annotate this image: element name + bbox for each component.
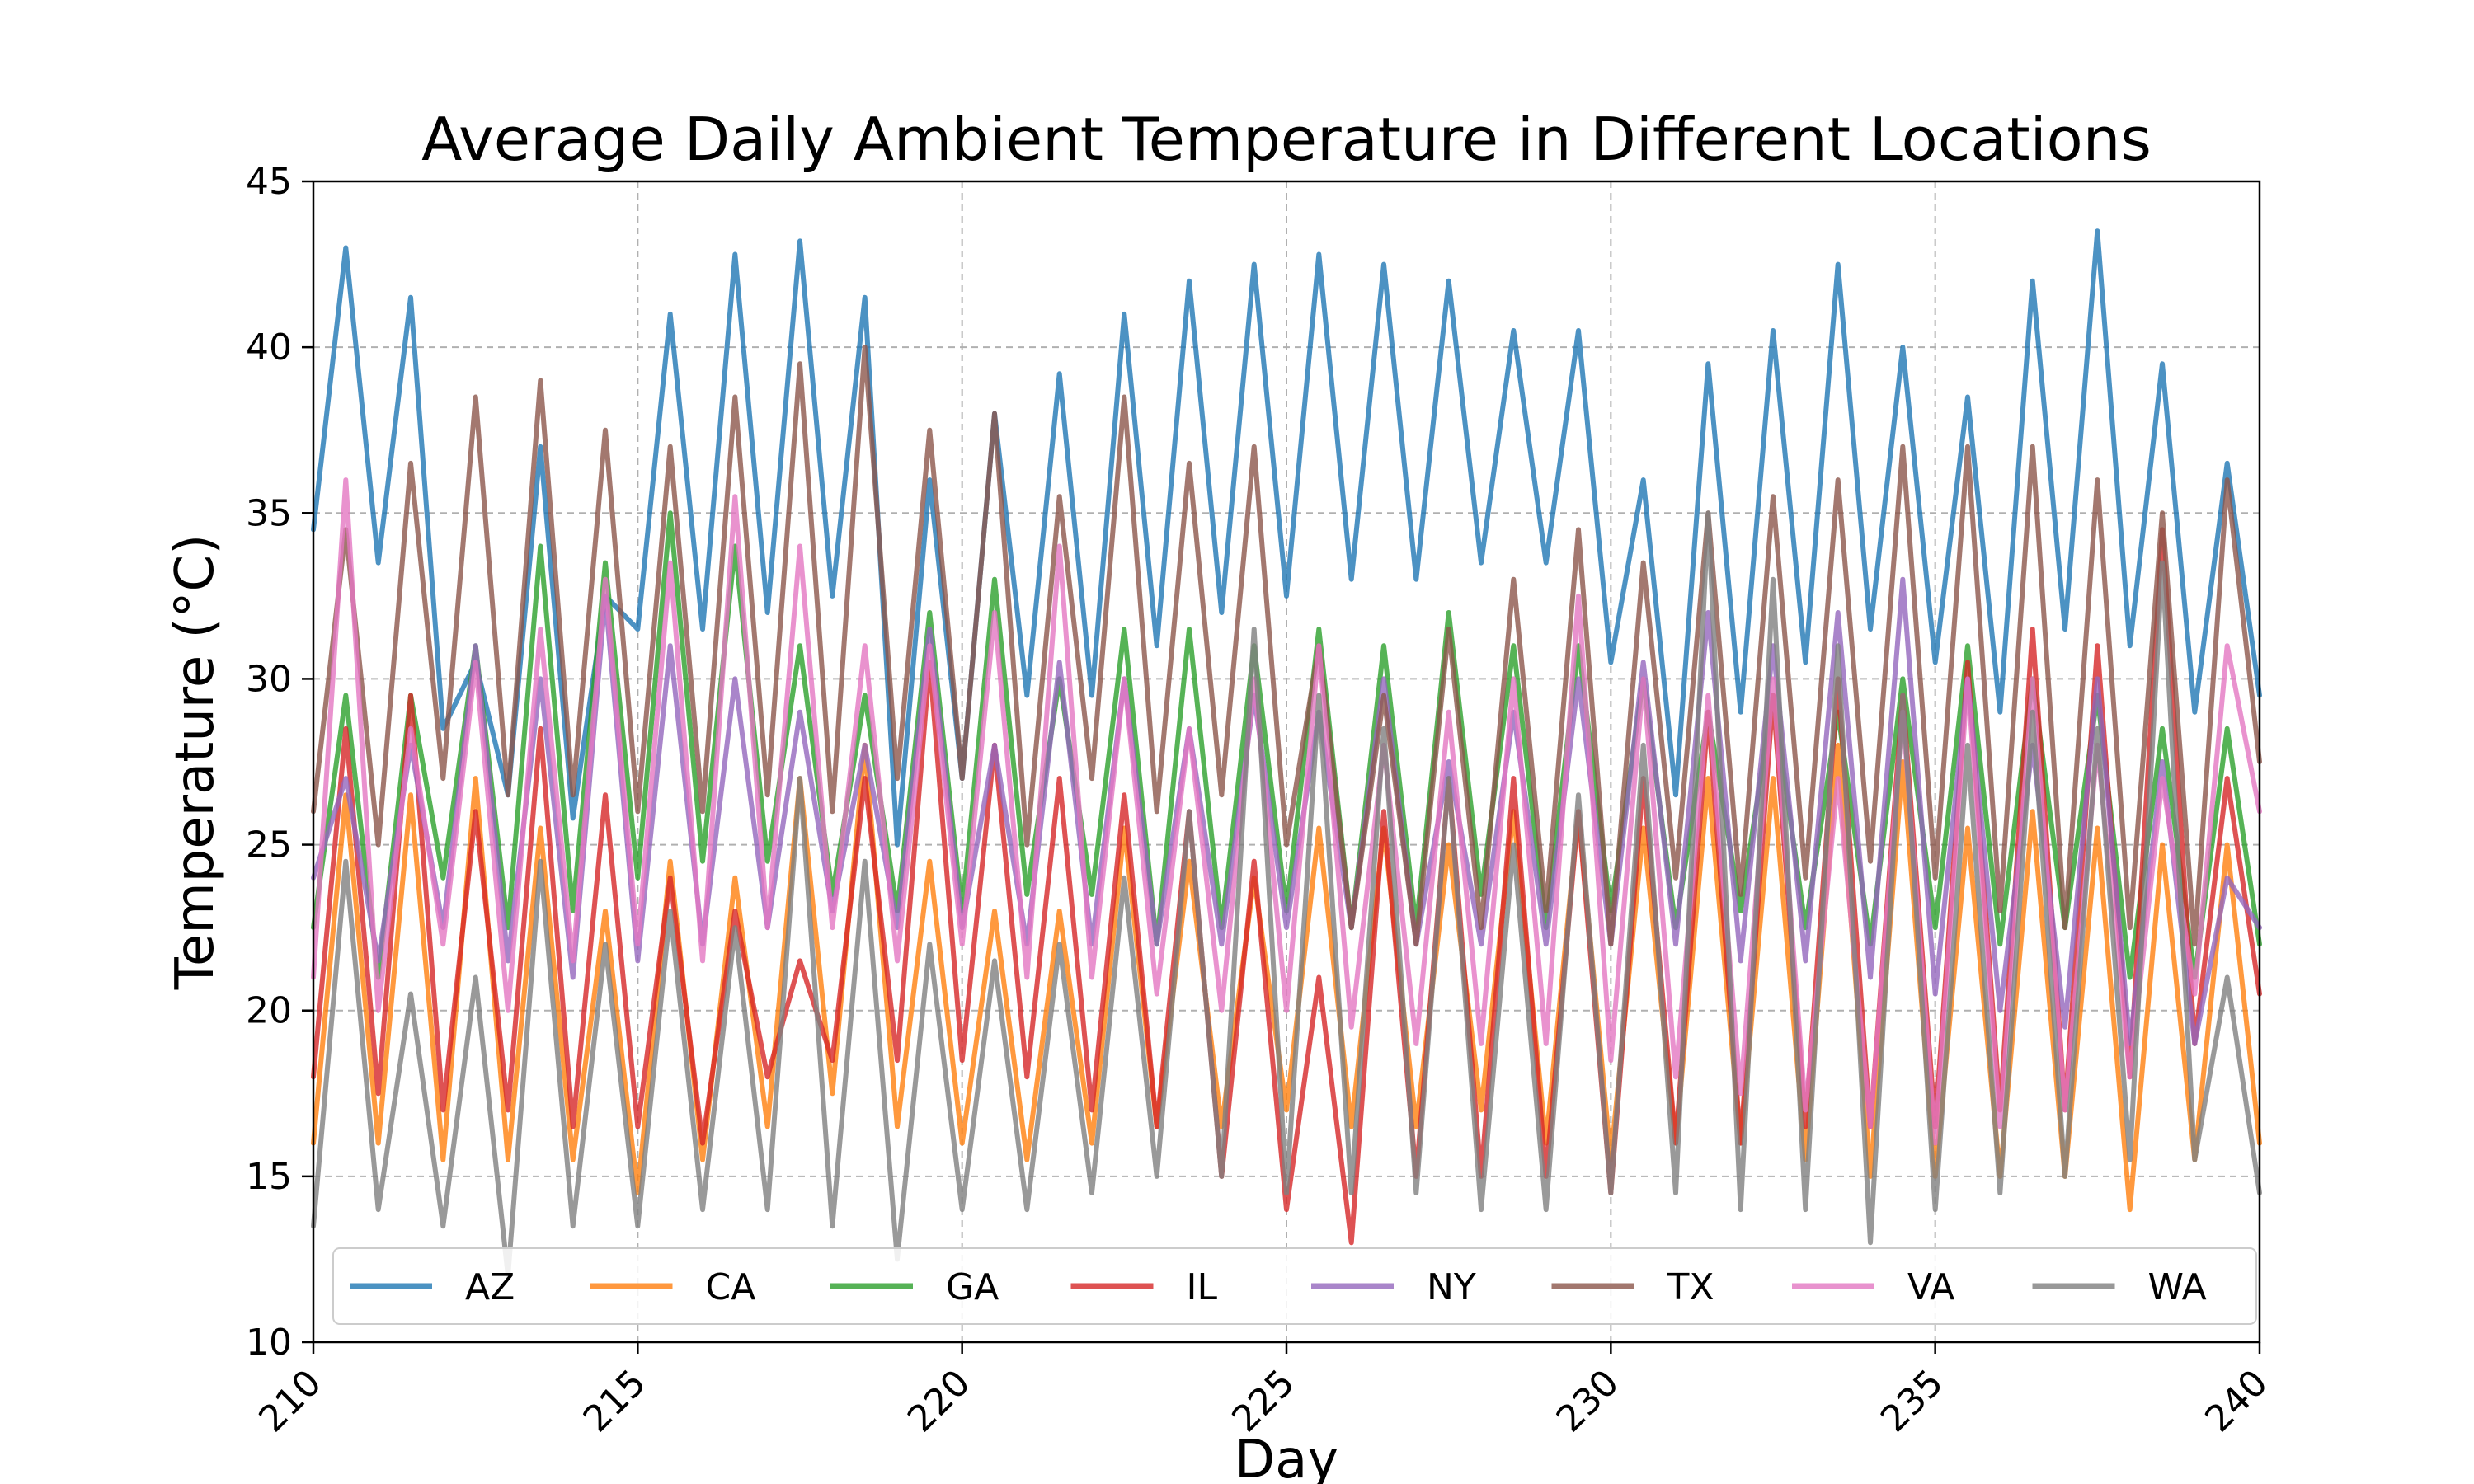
series-line-va [311,477,2262,1146]
legend-item-wa: WA [2032,1266,2207,1308]
legend-item-il: IL [1070,1266,1218,1308]
y-tick-label: 15 [246,1156,292,1198]
legend-label: TX [1667,1266,1714,1308]
legend-label: WA [2148,1266,2207,1308]
legend-label: CA [706,1266,756,1308]
series-lines [311,228,2262,1279]
y-tick-label: 10 [246,1322,292,1364]
chart-title: Average Daily Ambient Temperature in Dif… [421,105,2152,174]
legend-item-ny: NY [1311,1266,1476,1308]
y-tick-label: 30 [246,658,292,700]
legend-label: IL [1187,1266,1218,1308]
legend-item-ga: GA [830,1266,999,1308]
y-axis-label: Temperature (°C) [165,534,226,990]
x-tick-label: 220 [900,1362,978,1440]
legend-label: GA [946,1266,999,1308]
legend-item-tx: TX [1551,1266,1714,1308]
y-tick-label: 25 [246,824,292,866]
series-line-az [311,228,2262,848]
series-line-tx [311,345,2262,947]
series-line-ny [311,576,2262,1046]
legend-label: AZ [465,1266,515,1308]
y-tick-label: 20 [246,990,292,1032]
legend: AZ CA GA IL NY TX VA WA [332,1247,2257,1325]
legend-item-ca: CA [590,1266,756,1308]
legend-box [332,1247,2257,1325]
y-tick-label: 45 [246,161,292,203]
x-tick-label: 235 [1873,1362,1951,1440]
x-tick-label: 210 [251,1362,329,1440]
legend-item-va: VA [1792,1266,1954,1308]
x-tick-label: 230 [1549,1362,1627,1440]
y-tick-label: 40 [246,326,292,369]
x-axis-label: Day [1235,1430,1338,1484]
legend-item-az: AZ [350,1266,515,1308]
y-tick-label: 35 [246,492,292,534]
x-tick-label: 215 [576,1362,654,1440]
legend-label: VA [1907,1266,1954,1308]
legend-label: NY [1427,1266,1476,1308]
series-line-wa [311,510,2262,1279]
x-tick-label: 225 [1224,1362,1302,1440]
x-tick-label: 240 [2197,1362,2275,1440]
